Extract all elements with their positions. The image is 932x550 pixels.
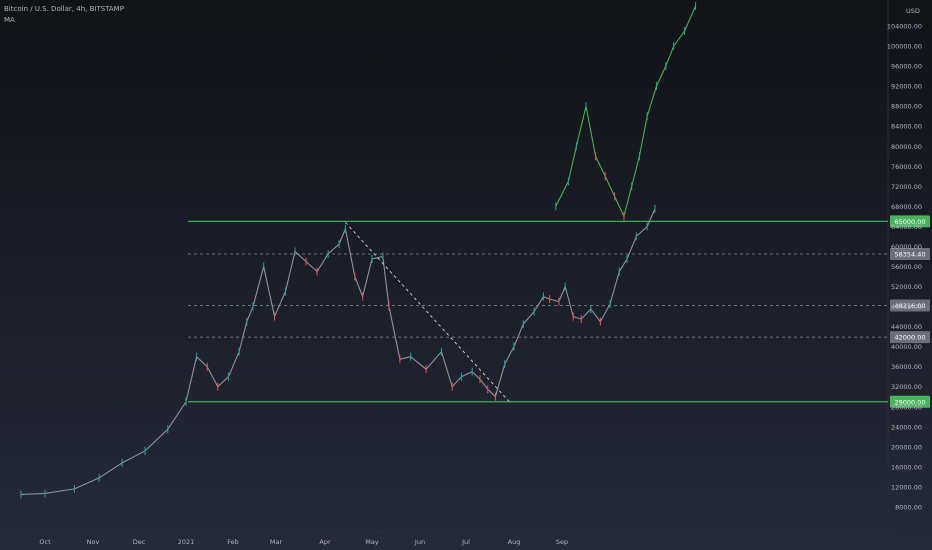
trend-line[interactable] — [345, 222, 510, 403]
price-tick-label: 100000.00 — [887, 43, 922, 51]
currency-label: USD — [906, 7, 920, 15]
price-tick-label: 60000.00 — [891, 243, 922, 251]
price-tick-label: 92000.00 — [891, 83, 922, 91]
level-badge-label-4: 29000.00 — [894, 398, 925, 406]
price-tick-label: 44000.00 — [891, 323, 922, 331]
level-badge-1 — [890, 247, 930, 260]
level-badge-label-0: 65000.00 — [894, 218, 925, 226]
trend-line-layer[interactable] — [345, 222, 510, 403]
time-tick-label: Mar — [270, 538, 283, 546]
time-tick-label: 2021 — [178, 538, 195, 546]
price-tick-label: 48000.00 — [891, 303, 922, 311]
series-line-1 — [555, 5, 697, 219]
time-tick-label: Dec — [133, 538, 146, 546]
time-tick-label: Jul — [461, 538, 470, 546]
price-tick-label: 96000.00 — [891, 63, 922, 71]
price-tick-label: 20000.00 — [891, 443, 922, 451]
price-tick-label: 76000.00 — [891, 163, 922, 171]
time-tick-label: Feb — [227, 538, 239, 546]
time-tick-label: Nov — [87, 538, 100, 546]
price-axis[interactable]: 8000.00 12000.00 16000.00 20000.00 24000.00 2… — [887, 23, 922, 512]
chart-header: Bitcoin / U.S. Dollar, 4h, BITSTAMP MA — [4, 4, 124, 26]
time-axis[interactable]: Oct Nov Dec 2021 Feb Mar Apr May Jun Jul Aug Sep — [39, 538, 568, 546]
level-badge-2 — [890, 299, 930, 312]
price-tick-label: 84000.00 — [891, 123, 922, 131]
price-tick-label: 24000.00 — [891, 423, 922, 431]
time-tick-label: May — [365, 538, 379, 546]
series-line-0 — [20, 208, 656, 495]
time-tick-label: Oct — [39, 538, 51, 546]
price-tick-label: 8000.00 — [895, 503, 922, 511]
price-series — [20, 2, 697, 499]
level-badge-0 — [890, 215, 930, 228]
price-tick-label: 32000.00 — [891, 383, 922, 391]
price-tick-label: 56000.00 — [891, 263, 922, 271]
price-tick-label: 28000.00 — [891, 403, 922, 411]
price-tick-label: 80000.00 — [891, 143, 922, 151]
price-tick-label: 64000.00 — [891, 223, 922, 231]
price-tick-label: 36000.00 — [891, 363, 922, 371]
price-tick-label: 72000.00 — [891, 183, 922, 191]
price-tick-label: 88000.00 — [891, 103, 922, 111]
level-badge-3 — [890, 331, 930, 344]
level-badge-label-1: 58354.40 — [894, 250, 925, 258]
price-levels: 65000.00 58354.40 48216.00 42000.00 29000.00 — [188, 215, 930, 408]
indicator-label[interactable]: MA — [4, 16, 15, 24]
price-tick-label: 12000.00 — [891, 483, 922, 491]
price-tick-label: 52000.00 — [891, 283, 922, 291]
time-tick-label: Aug — [508, 538, 521, 546]
time-tick-label: Sep — [556, 538, 568, 546]
price-tick-label: 40000.00 — [891, 343, 922, 351]
level-badge-label-2: 48216.00 — [894, 302, 925, 310]
level-badge-4 — [890, 395, 930, 408]
price-tick-label: 68000.00 — [891, 203, 922, 211]
time-tick-label: Jun — [414, 538, 425, 546]
symbol-title[interactable]: Bitcoin / U.S. Dollar, 4h, BITSTAMP — [4, 5, 124, 13]
price-tick-label: 104000.00 — [887, 23, 922, 31]
price-tick-label: 16000.00 — [891, 463, 922, 471]
level-badge-label-3: 42000.00 — [894, 334, 925, 342]
time-tick-label: Apr — [319, 538, 331, 546]
